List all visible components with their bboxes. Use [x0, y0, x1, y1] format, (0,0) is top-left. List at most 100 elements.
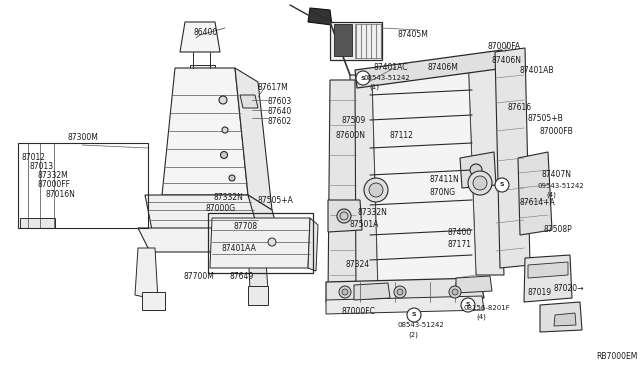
Polygon shape: [248, 286, 268, 305]
Text: 87300M: 87300M: [68, 133, 99, 142]
Text: 86400: 86400: [193, 28, 217, 37]
Text: 87411N: 87411N: [429, 175, 459, 184]
Polygon shape: [524, 255, 572, 302]
Polygon shape: [540, 302, 582, 332]
Text: 09543-51242: 09543-51242: [538, 183, 585, 189]
Circle shape: [468, 171, 492, 195]
Circle shape: [268, 238, 276, 246]
Circle shape: [222, 127, 228, 133]
Text: 87600N: 87600N: [335, 131, 365, 140]
Text: 87708: 87708: [233, 222, 257, 231]
Text: 87000G: 87000G: [205, 204, 235, 213]
Circle shape: [369, 183, 383, 197]
Circle shape: [394, 286, 406, 298]
Text: 87406N: 87406N: [491, 56, 521, 65]
Text: 08543-51242: 08543-51242: [398, 322, 445, 328]
Text: (1): (1): [369, 84, 379, 90]
Text: 87000FC: 87000FC: [342, 307, 376, 316]
Circle shape: [221, 151, 227, 158]
Bar: [355, 24, 381, 58]
Polygon shape: [248, 195, 282, 246]
Text: 87019: 87019: [528, 288, 552, 297]
Text: 87332N: 87332N: [214, 193, 244, 202]
Polygon shape: [180, 22, 220, 52]
Polygon shape: [328, 80, 356, 295]
Text: 87013: 87013: [30, 162, 54, 171]
Text: S: S: [500, 183, 504, 187]
Circle shape: [470, 164, 482, 176]
Polygon shape: [328, 200, 362, 232]
Text: 08156-8201F: 08156-8201F: [463, 305, 509, 311]
Text: 87405M: 87405M: [398, 30, 429, 39]
Text: 87640: 87640: [268, 107, 292, 116]
Circle shape: [219, 96, 227, 104]
Polygon shape: [142, 292, 165, 310]
Text: 87700M: 87700M: [183, 272, 214, 281]
Polygon shape: [308, 218, 318, 271]
Circle shape: [356, 71, 370, 85]
Text: 87505+A: 87505+A: [257, 196, 293, 205]
Polygon shape: [326, 296, 484, 314]
Text: 87649: 87649: [230, 272, 254, 281]
Polygon shape: [468, 55, 504, 275]
Bar: [18, 143, 148, 228]
Circle shape: [364, 178, 388, 202]
Text: S: S: [412, 312, 416, 317]
Polygon shape: [354, 283, 390, 300]
Text: 87000FF: 87000FF: [38, 180, 71, 189]
Polygon shape: [255, 228, 280, 266]
Text: 87000FB: 87000FB: [540, 127, 573, 136]
Text: 87508P: 87508P: [543, 225, 572, 234]
Circle shape: [339, 286, 351, 298]
Polygon shape: [20, 218, 55, 228]
Circle shape: [397, 289, 403, 295]
Text: (4): (4): [476, 314, 486, 321]
Polygon shape: [240, 95, 258, 108]
Polygon shape: [495, 48, 530, 268]
Bar: [208, 213, 313, 273]
Circle shape: [407, 308, 421, 322]
Polygon shape: [456, 276, 492, 293]
Polygon shape: [248, 248, 268, 290]
Text: 87012: 87012: [22, 153, 46, 162]
Circle shape: [473, 176, 487, 190]
Text: 87603: 87603: [268, 97, 292, 106]
Circle shape: [452, 289, 458, 295]
Polygon shape: [162, 68, 248, 195]
Polygon shape: [138, 228, 268, 252]
Text: 87406M: 87406M: [428, 63, 459, 72]
Text: 87400: 87400: [447, 228, 471, 237]
Polygon shape: [355, 50, 505, 88]
Text: 87501A: 87501A: [350, 220, 380, 229]
Text: 87020→: 87020→: [553, 284, 584, 293]
Circle shape: [342, 289, 348, 295]
Circle shape: [337, 209, 351, 223]
Text: (4): (4): [546, 192, 556, 199]
Polygon shape: [372, 55, 476, 290]
Polygon shape: [326, 278, 484, 302]
Polygon shape: [190, 65, 215, 72]
Text: S: S: [466, 302, 470, 308]
Text: 87332M: 87332M: [38, 171, 68, 180]
Polygon shape: [145, 195, 262, 230]
Polygon shape: [460, 152, 496, 188]
Text: S: S: [361, 76, 365, 80]
Circle shape: [449, 286, 461, 298]
Text: (2): (2): [408, 331, 418, 337]
Text: 87401AA: 87401AA: [222, 244, 257, 253]
Bar: [334, 24, 352, 56]
Text: 87602: 87602: [268, 117, 292, 126]
Polygon shape: [528, 262, 568, 278]
Text: 87505+B: 87505+B: [527, 114, 563, 123]
Text: 87509: 87509: [342, 116, 366, 125]
Circle shape: [495, 178, 509, 192]
Polygon shape: [350, 75, 378, 290]
Text: 87407N: 87407N: [541, 170, 571, 179]
Text: 870NG: 870NG: [430, 188, 456, 197]
Text: RB7000EM: RB7000EM: [596, 352, 637, 361]
Bar: [330, 22, 382, 60]
Text: 08543-51242: 08543-51242: [363, 75, 410, 81]
Circle shape: [229, 175, 235, 181]
Text: 87617M: 87617M: [258, 83, 289, 92]
Text: 87401AB: 87401AB: [519, 66, 554, 75]
